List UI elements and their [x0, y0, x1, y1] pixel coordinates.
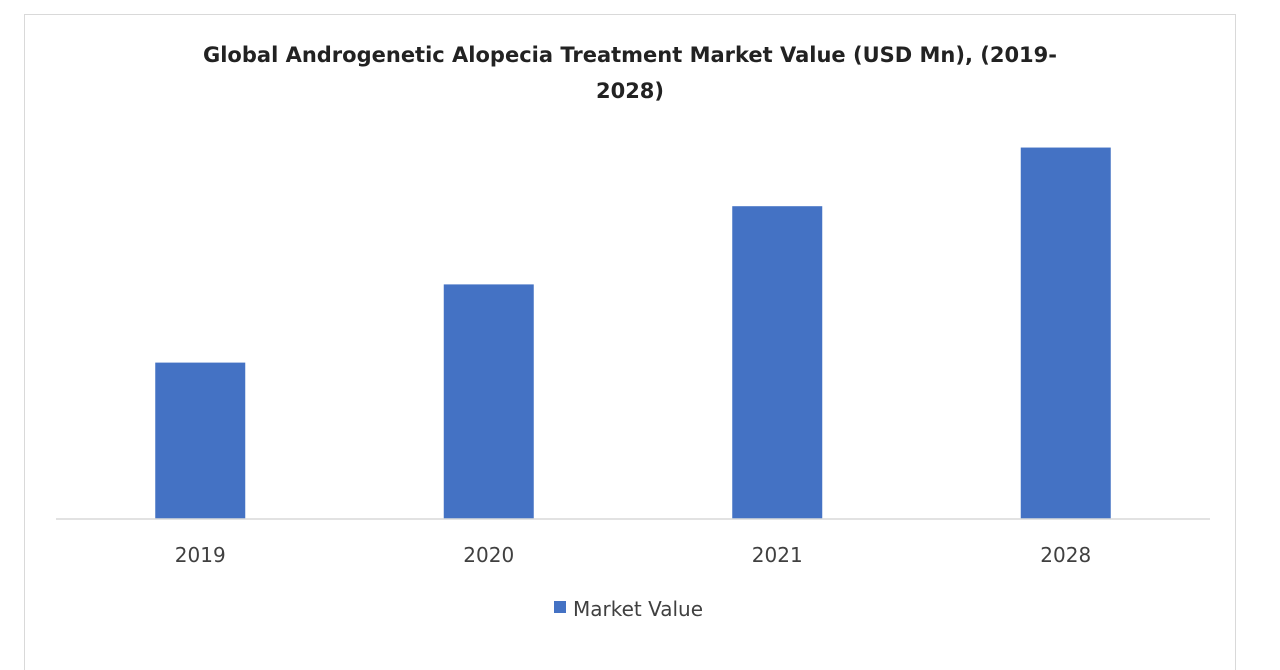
x-tick-labels: 2019 2020 2021 2028 — [175, 543, 1091, 567]
x-tick-label-2028: 2028 — [1040, 543, 1091, 567]
bar-2020 — [443, 284, 534, 519]
bar-2019 — [155, 362, 246, 519]
bar-2028 — [1020, 147, 1111, 520]
x-tick-label-2019: 2019 — [175, 543, 226, 567]
x-tick-label-2020: 2020 — [463, 543, 514, 567]
bar-2021 — [732, 206, 823, 519]
legend: Market Value — [554, 597, 703, 621]
legend-label: Market Value — [573, 597, 703, 621]
legend-swatch — [554, 601, 566, 613]
bars-group — [155, 147, 1111, 520]
chart-title-line-2: 2028) — [596, 79, 664, 103]
x-tick-label-2021: 2021 — [752, 543, 803, 567]
chart-title-line-1: Global Androgenetic Alopecia Treatment M… — [203, 43, 1057, 67]
